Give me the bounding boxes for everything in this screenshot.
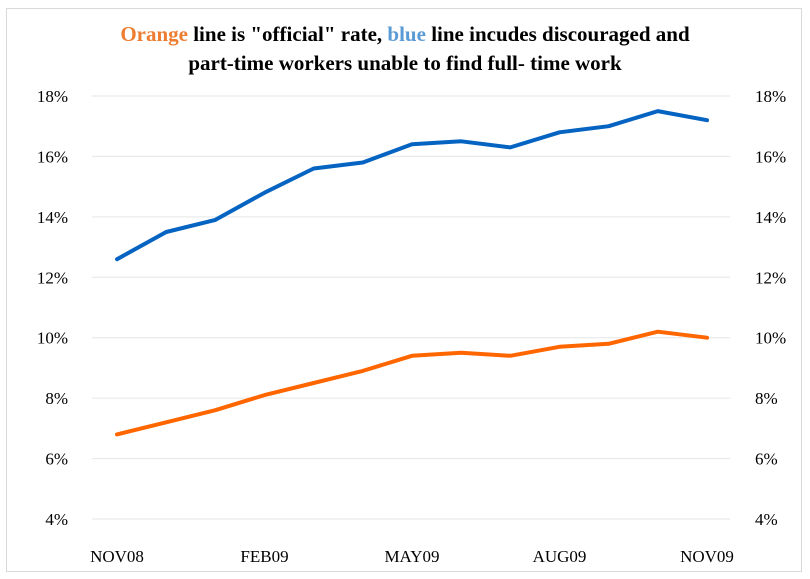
title-text-a: line is "official" rate, [187,22,388,46]
y-tick-label-left: 12% [37,268,68,287]
title-line-1: Orange line is "official" rate, blue lin… [0,20,810,49]
y-tick-label-right: 4% [755,510,778,529]
y-tick-label-left: 8% [45,389,68,408]
x-tick-label: AUG09 [533,547,587,566]
y-tick-label-right: 18% [755,87,786,106]
x-tick-label: FEB09 [240,547,288,566]
y-tick-label-right: 10% [755,329,786,348]
series-line-orange [115,329,709,437]
title-text-b: line incudes discouraged and [425,22,690,46]
series-line-blue [115,109,709,262]
y-tick-label-left: 6% [45,450,68,469]
y-tick-label-right: 8% [755,389,778,408]
y-tick-label-left: 18% [37,87,68,106]
series-lines [115,109,709,437]
x-tick-label: NOV09 [680,547,734,566]
title-orange-word: Orange [120,22,188,46]
title-blue-word: blue [387,22,426,46]
y-tick-label-right: 16% [755,147,786,166]
chart-title: Orange line is "official" rate, blue lin… [0,20,810,78]
y-tick-label-right: 14% [755,208,786,227]
y-tick-label-right: 6% [755,450,778,469]
y-tick-label-right: 12% [755,268,786,287]
gridlines [92,95,730,520]
title-line-2: part-time workers unable to find full- t… [188,51,622,75]
y-tick-label-left: 4% [45,510,68,529]
chart-frame [6,8,802,572]
x-tick-label: NOV08 [90,547,144,566]
x-tick-label: MAY09 [384,547,439,566]
y-tick-label-left: 16% [37,147,68,166]
y-axis-left: 4% 6% 8% 10% 12% 14% 16% 18% [37,87,68,529]
y-tick-label-left: 10% [37,329,68,348]
x-axis: NOV08 FEB09 MAY09 AUG09 NOV09 [90,547,734,566]
y-tick-label-left: 14% [37,208,68,227]
y-axis-right: 4% 6% 8% 10% 12% 14% 16% 18% [755,87,786,529]
